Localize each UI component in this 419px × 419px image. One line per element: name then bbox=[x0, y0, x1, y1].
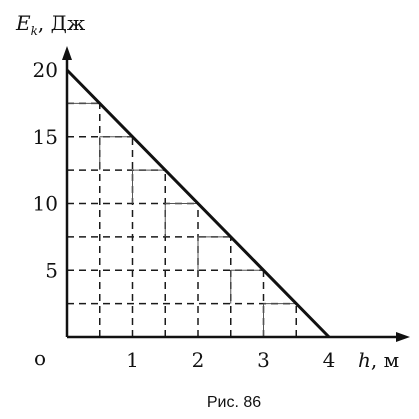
y-axis-label-unit: , Дж bbox=[38, 11, 86, 35]
x-tick-label-2: 2 bbox=[192, 348, 205, 372]
fine-grid bbox=[66, 102, 297, 337]
x-axis-label-var: h bbox=[358, 348, 371, 372]
y-axis-label: Ek, Дж bbox=[15, 11, 86, 38]
x-axis-arrow-icon bbox=[396, 332, 410, 342]
x-tick-label-4: 4 bbox=[323, 348, 336, 372]
x-axis-label-unit: , м bbox=[371, 348, 399, 372]
x-tick-labels: 1 2 3 4 bbox=[126, 348, 335, 372]
y-axis-arrow-icon bbox=[62, 46, 72, 60]
y-tick-label-10: 10 bbox=[33, 192, 58, 216]
x-axis-label: h, м bbox=[358, 348, 399, 372]
origin-label: o bbox=[34, 346, 46, 370]
y-tick-labels: 5 10 15 20 bbox=[33, 58, 58, 282]
series-line bbox=[65, 68, 331, 339]
x-tick-label-1: 1 bbox=[126, 348, 139, 372]
y-tick-label-5: 5 bbox=[45, 258, 58, 282]
y-tick-label-20: 20 bbox=[33, 58, 58, 82]
y-axis-label-var: E bbox=[15, 11, 31, 35]
y-tick-label-15: 15 bbox=[33, 125, 58, 149]
x-tick-label-3: 3 bbox=[257, 348, 270, 372]
figure-caption: Рис. 86 bbox=[207, 394, 261, 411]
y-axis-label-sub: k bbox=[31, 24, 38, 38]
grid bbox=[67, 102, 297, 337]
